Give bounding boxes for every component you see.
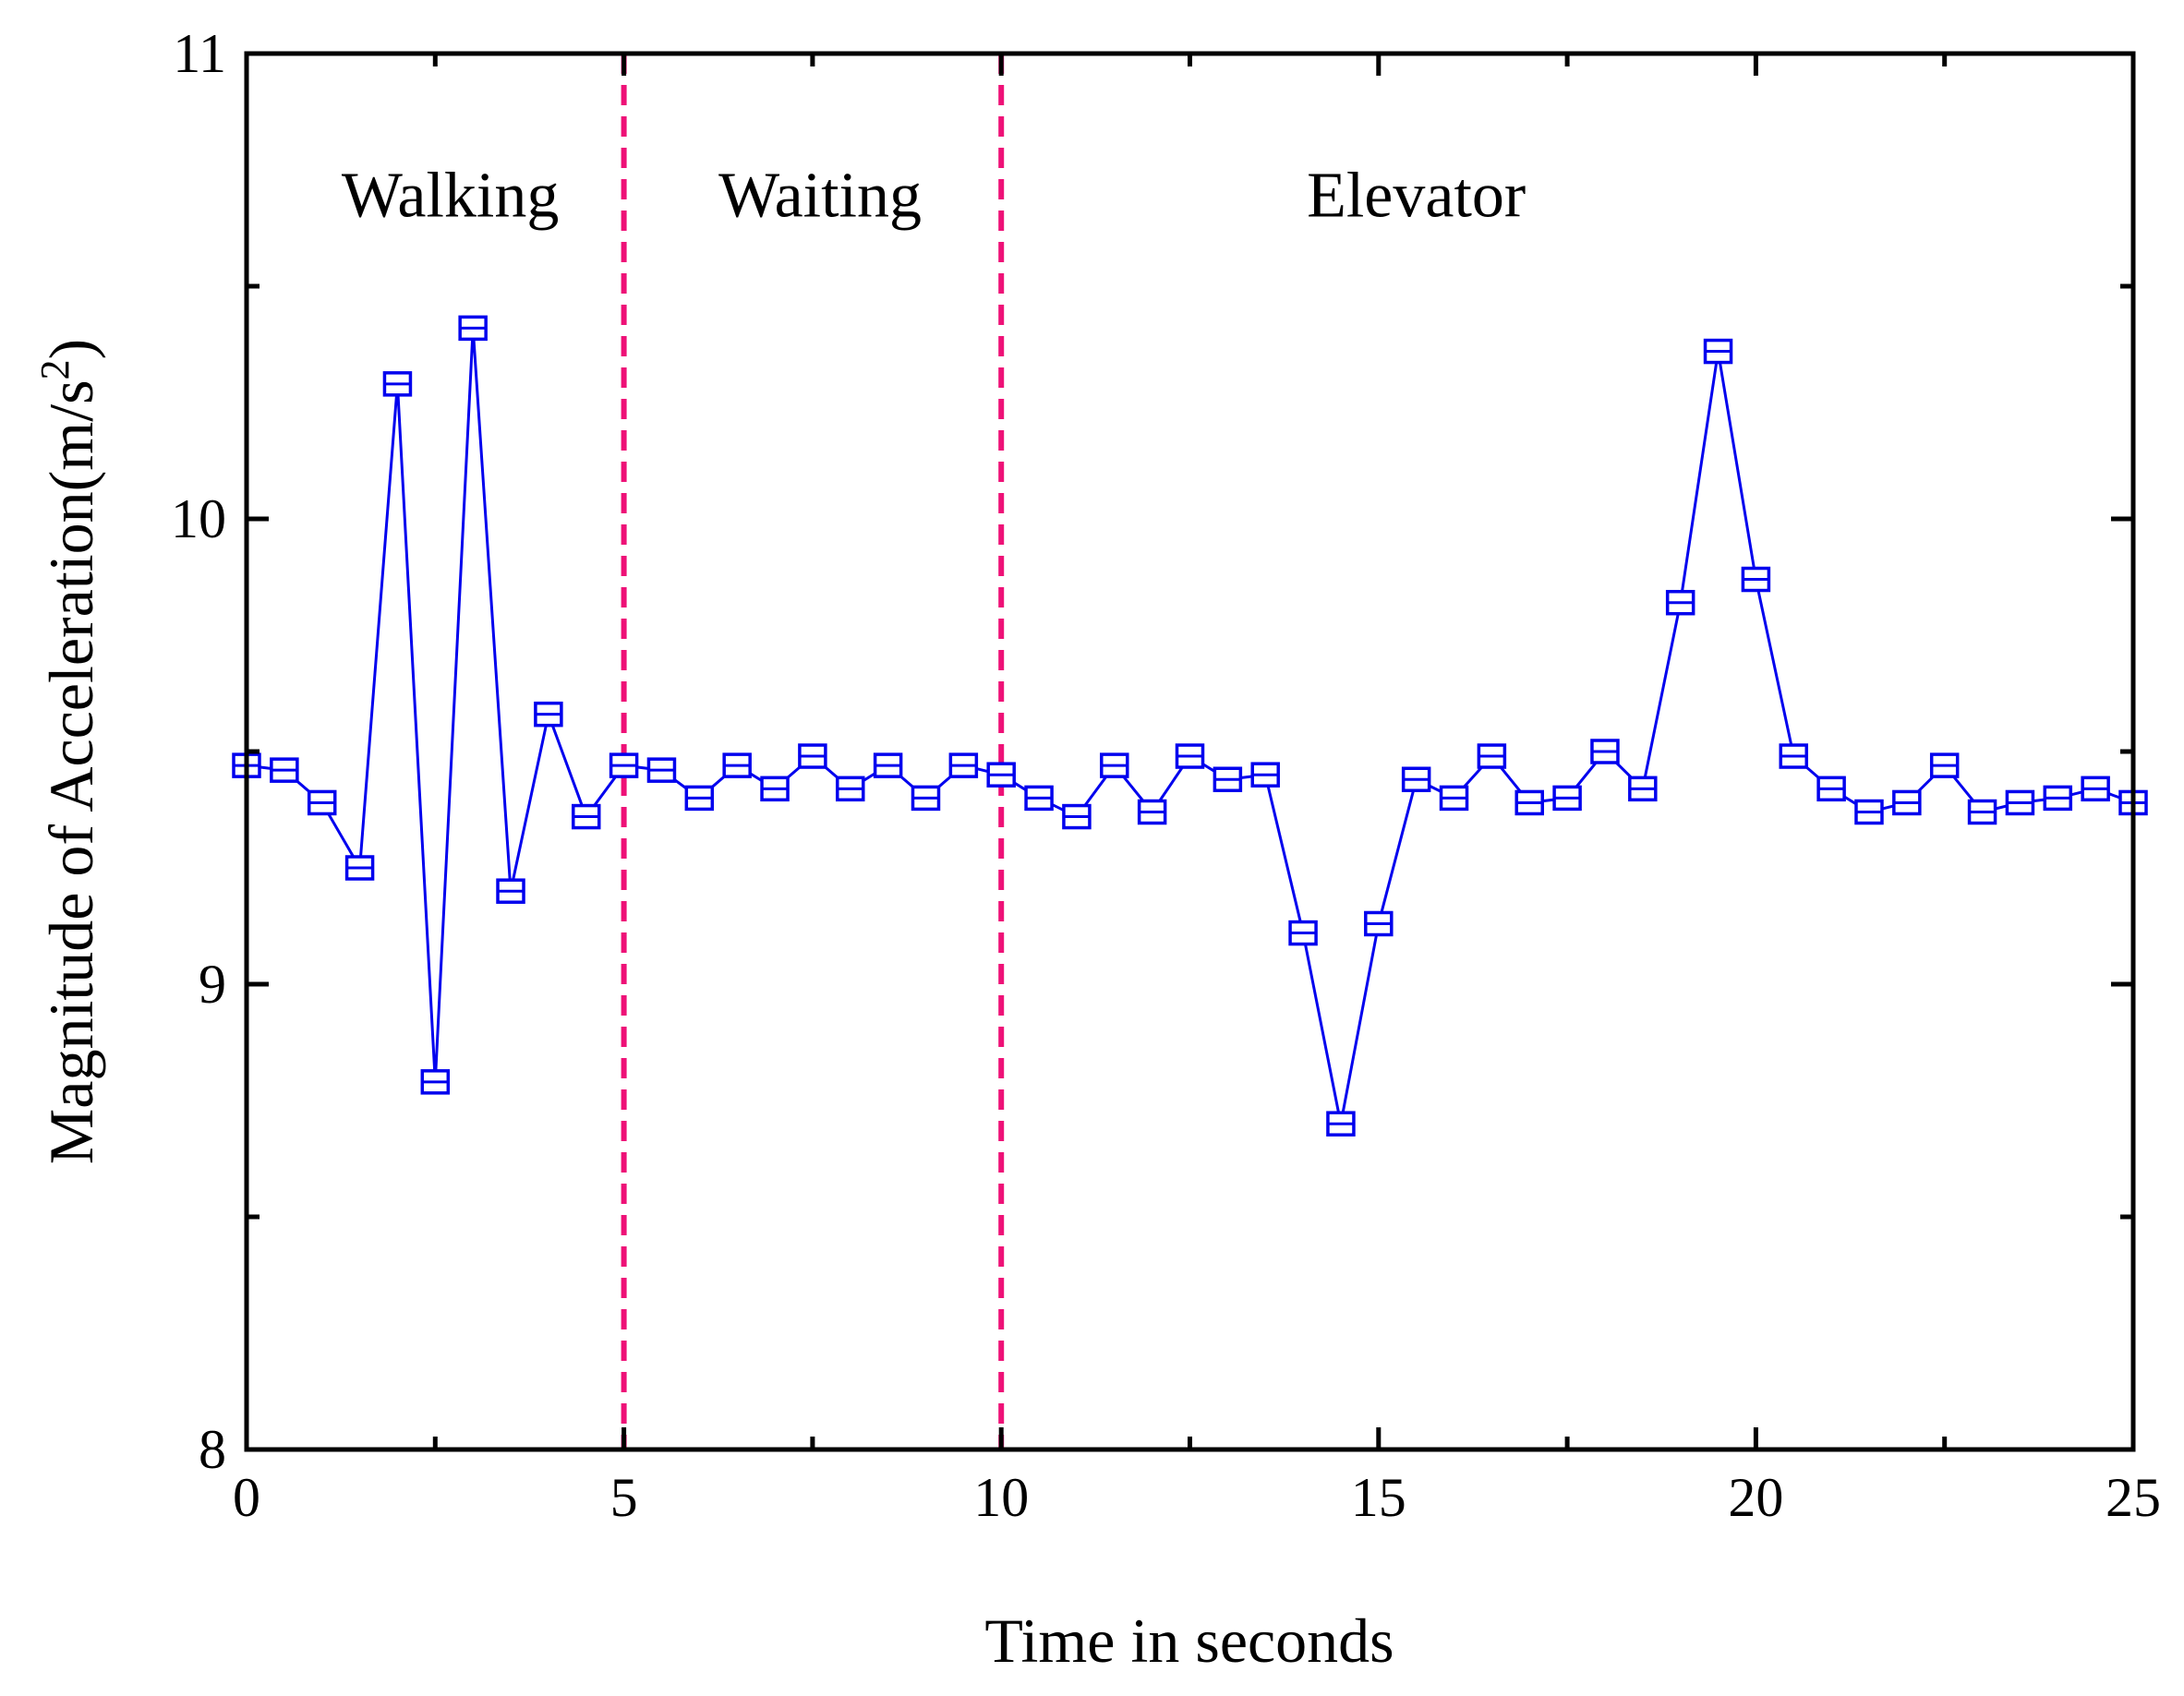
data-point xyxy=(1552,785,1582,812)
data-point xyxy=(1628,776,1658,802)
data-point xyxy=(307,789,337,816)
series-line-group xyxy=(247,328,2133,1125)
data-point xyxy=(760,776,790,802)
region-labels: Walking Waiting Elevator xyxy=(342,160,1526,231)
data-point xyxy=(1967,799,1997,825)
x-tick-label: 20 xyxy=(1728,1467,1783,1528)
y-axis-title: Magnitude of Acceleration(m/s2) xyxy=(32,339,106,1164)
y-axis-title-sup: 2 xyxy=(32,359,78,379)
data-point xyxy=(1816,776,1846,802)
data-point xyxy=(873,752,903,778)
data-point xyxy=(1929,752,1960,778)
region-label-elevator: Elevator xyxy=(1307,160,1526,231)
data-point xyxy=(1665,589,1695,616)
data-point xyxy=(420,1069,451,1095)
x-tick-label: 0 xyxy=(233,1467,260,1528)
data-point xyxy=(1326,1111,1356,1137)
data-point xyxy=(270,757,299,783)
data-point xyxy=(1024,785,1054,812)
data-point xyxy=(948,752,979,778)
data-point xyxy=(1175,743,1205,769)
region-label-walking: Walking xyxy=(342,160,559,231)
data-point xyxy=(2081,776,2110,802)
data-point xyxy=(2043,785,2073,812)
data-point xyxy=(1439,785,1469,812)
data-point xyxy=(496,878,525,904)
data-point xyxy=(1062,803,1092,830)
data-point xyxy=(1779,743,1809,769)
data-point xyxy=(1364,910,1394,937)
data-point xyxy=(1288,920,1318,946)
data-point xyxy=(1590,739,1620,764)
data-point xyxy=(1703,338,1733,365)
data-point xyxy=(722,752,752,778)
x-tick-labels: 0 5 10 15 20 25 xyxy=(233,1467,2161,1528)
data-point xyxy=(534,701,563,728)
y-tick-label: 8 xyxy=(199,1419,226,1480)
data-point xyxy=(646,757,677,783)
x-tick-label: 15 xyxy=(1351,1467,1406,1528)
data-point xyxy=(1250,762,1280,788)
axis-ticks xyxy=(244,51,2136,1452)
y-tick-labels: 8 9 10 11 xyxy=(171,23,226,1480)
x-axis-title: Time in seconds xyxy=(984,1606,1394,1676)
data-point xyxy=(1741,566,1771,593)
x-tick-label: 5 xyxy=(610,1467,638,1528)
data-point xyxy=(571,803,601,830)
x-tick-label: 25 xyxy=(2106,1467,2161,1528)
y-tick-label: 9 xyxy=(199,954,226,1015)
data-point xyxy=(1213,766,1243,792)
data-point xyxy=(798,743,827,769)
y-axis-title-close: ) xyxy=(36,339,106,360)
region-dividers xyxy=(621,54,1005,1449)
data-point xyxy=(382,371,413,397)
data-point xyxy=(344,855,375,881)
data-point-group xyxy=(232,315,2148,1137)
data-point xyxy=(458,315,488,342)
data-point xyxy=(911,785,941,812)
x-tick-label: 10 xyxy=(973,1467,1029,1528)
data-point xyxy=(1100,752,1129,778)
y-tick-label: 11 xyxy=(173,23,226,84)
data-point xyxy=(609,752,639,778)
data-point xyxy=(2005,789,2035,816)
y-axis-title-main: Magnitude of Acceleration(m/s xyxy=(36,379,106,1164)
data-point xyxy=(684,785,715,812)
series-line xyxy=(247,328,2133,1125)
data-point xyxy=(1514,789,1544,816)
data-point xyxy=(1477,743,1507,769)
data-point xyxy=(836,776,865,802)
data-point xyxy=(1854,799,1884,825)
region-label-waiting: Waiting xyxy=(718,160,922,231)
data-point xyxy=(1401,766,1431,792)
data-point xyxy=(1137,799,1167,825)
y-tick-label: 10 xyxy=(171,488,226,549)
data-point xyxy=(986,762,1016,788)
data-point xyxy=(1892,789,1922,816)
